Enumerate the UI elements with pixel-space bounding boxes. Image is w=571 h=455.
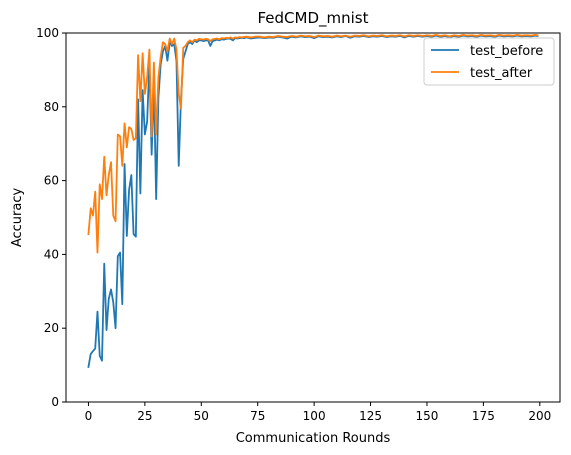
- series-layer: [87, 33, 539, 368]
- series-line-test-after: [87, 33, 539, 254]
- y-tick-label: 80: [44, 100, 59, 114]
- x-tick-label: 50: [194, 409, 209, 423]
- y-axis-ticks: 0 20 40 60 80 100: [36, 26, 66, 409]
- x-tick-label: 75: [250, 409, 265, 423]
- y-tick-label: 60: [44, 174, 59, 188]
- x-tick-label: 175: [472, 409, 495, 423]
- legend: test_before test_after: [423, 37, 555, 86]
- plot-frame: [65, 32, 561, 403]
- x-tick-label: 200: [528, 409, 551, 423]
- x-axis-ticks: 0 25 50 75 100 125 150 175 200: [85, 402, 551, 423]
- y-tick-label: 100: [36, 26, 59, 40]
- y-tick-label: 0: [51, 395, 59, 409]
- y-axis-label: Accuracy: [10, 188, 25, 248]
- x-tick-label: 150: [416, 409, 439, 423]
- x-tick-label: 0: [85, 409, 93, 423]
- legend-label-test-before: test_before: [470, 44, 543, 59]
- y-tick-label: 40: [44, 247, 59, 261]
- chart-title: FedCMD_mnist: [257, 9, 368, 28]
- y-tick-label: 20: [44, 321, 59, 335]
- x-axis-label: Communication Rounds: [236, 431, 391, 446]
- legend-label-test-after: test_after: [470, 66, 533, 81]
- x-tick-label: 100: [303, 409, 326, 423]
- x-tick-label: 25: [137, 409, 152, 423]
- x-tick-label: 125: [359, 409, 382, 423]
